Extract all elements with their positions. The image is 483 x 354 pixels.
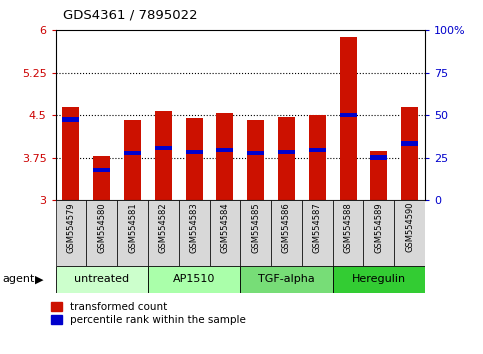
Bar bbox=[56, 266, 148, 293]
Bar bbox=[370, 151, 387, 200]
Bar bbox=[216, 148, 233, 153]
Bar bbox=[185, 150, 202, 154]
Text: untreated: untreated bbox=[74, 274, 129, 284]
Bar bbox=[340, 113, 356, 117]
Bar bbox=[247, 151, 264, 155]
Bar bbox=[117, 200, 148, 266]
Text: GSM554581: GSM554581 bbox=[128, 202, 137, 253]
Text: Heregulin: Heregulin bbox=[352, 274, 406, 284]
Bar bbox=[216, 113, 233, 200]
Bar bbox=[309, 148, 326, 153]
Bar bbox=[302, 200, 333, 266]
Text: GSM554588: GSM554588 bbox=[343, 202, 353, 253]
Bar bbox=[401, 141, 418, 145]
Bar bbox=[333, 200, 364, 266]
Bar bbox=[247, 120, 264, 200]
Text: ▶: ▶ bbox=[35, 274, 43, 284]
Bar bbox=[148, 266, 241, 293]
Bar bbox=[309, 115, 326, 200]
Text: AP1510: AP1510 bbox=[173, 274, 215, 284]
Bar bbox=[86, 200, 117, 266]
Bar bbox=[155, 110, 172, 200]
Text: GSM554590: GSM554590 bbox=[405, 202, 414, 252]
Bar bbox=[278, 150, 295, 154]
Bar bbox=[124, 120, 141, 200]
Bar bbox=[278, 117, 295, 200]
Bar bbox=[148, 200, 179, 266]
Bar bbox=[370, 155, 387, 160]
Bar bbox=[56, 200, 86, 266]
Bar bbox=[62, 117, 79, 122]
Bar bbox=[401, 107, 418, 200]
Legend: transformed count, percentile rank within the sample: transformed count, percentile rank withi… bbox=[51, 302, 246, 325]
Text: agent: agent bbox=[2, 274, 35, 284]
Text: GSM554584: GSM554584 bbox=[220, 202, 229, 253]
Text: GSM554587: GSM554587 bbox=[313, 202, 322, 253]
Text: GSM554585: GSM554585 bbox=[251, 202, 260, 253]
Bar bbox=[271, 200, 302, 266]
Text: TGF-alpha: TGF-alpha bbox=[258, 274, 315, 284]
Text: GSM554579: GSM554579 bbox=[67, 202, 75, 253]
Bar bbox=[340, 38, 356, 200]
Bar bbox=[185, 118, 202, 200]
Bar bbox=[93, 156, 110, 200]
Text: GSM554580: GSM554580 bbox=[97, 202, 106, 253]
Text: GDS4361 / 7895022: GDS4361 / 7895022 bbox=[63, 9, 198, 22]
Text: GSM554589: GSM554589 bbox=[374, 202, 384, 253]
Text: GSM554582: GSM554582 bbox=[159, 202, 168, 253]
Bar bbox=[62, 107, 79, 200]
Text: GSM554583: GSM554583 bbox=[190, 202, 199, 253]
Text: GSM554586: GSM554586 bbox=[282, 202, 291, 253]
Bar bbox=[210, 200, 240, 266]
Bar bbox=[394, 200, 425, 266]
Bar bbox=[364, 200, 394, 266]
Bar bbox=[179, 200, 210, 266]
Bar bbox=[240, 200, 271, 266]
Bar bbox=[240, 266, 333, 293]
Bar bbox=[93, 168, 110, 172]
Bar bbox=[124, 151, 141, 155]
Bar bbox=[333, 266, 425, 293]
Bar bbox=[155, 145, 172, 150]
